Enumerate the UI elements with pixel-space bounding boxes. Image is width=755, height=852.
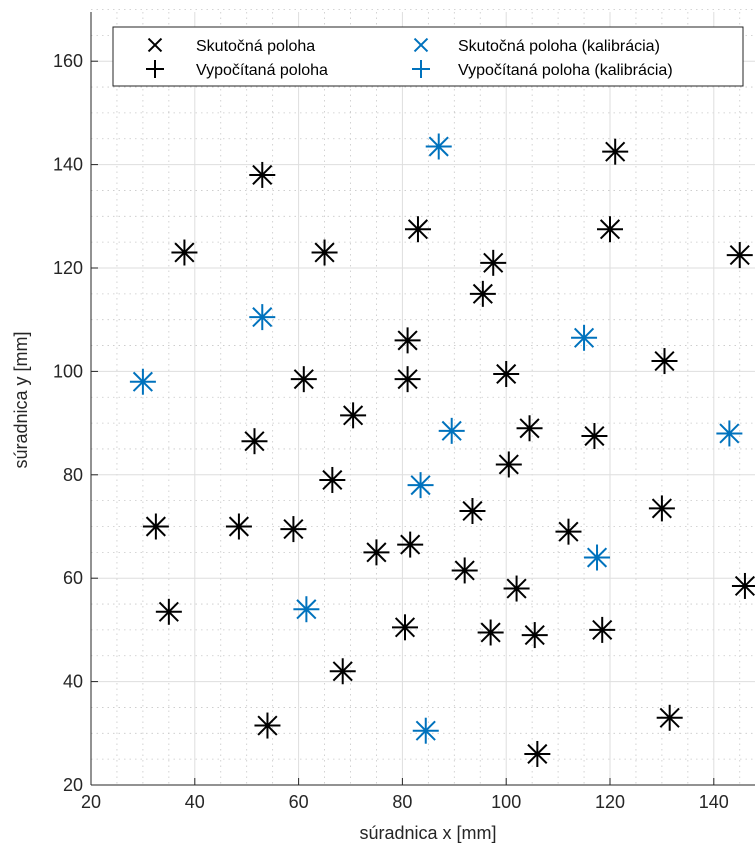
legend-entry: Vypočítaná poloha bbox=[146, 60, 328, 79]
x-axis-label: súradnica x [mm] bbox=[359, 823, 496, 843]
data-point bbox=[524, 740, 551, 767]
x-tick-label: 80 bbox=[392, 792, 412, 812]
data-point bbox=[589, 616, 616, 643]
data-point bbox=[329, 658, 356, 685]
grid bbox=[90, 9, 755, 786]
data-point bbox=[516, 415, 543, 442]
legend-entry: Skutočná poloha bbox=[147, 37, 315, 55]
data-point bbox=[584, 544, 611, 571]
y-tick-label: 20 bbox=[63, 775, 83, 795]
data-point bbox=[597, 216, 623, 243]
data-point bbox=[391, 614, 418, 641]
legend-label: Vypočítaná poloha (kalibrácia) bbox=[458, 62, 673, 79]
data-point bbox=[290, 366, 317, 393]
data-point bbox=[397, 531, 424, 558]
data-point bbox=[503, 575, 530, 602]
data-point bbox=[171, 239, 198, 266]
data-point bbox=[656, 704, 683, 731]
data-point bbox=[254, 712, 281, 739]
data-point bbox=[394, 366, 421, 393]
y-tick-label: 140 bbox=[53, 155, 83, 175]
series-computed-calibration bbox=[129, 133, 743, 744]
data-point bbox=[451, 557, 478, 584]
data-point bbox=[363, 539, 390, 566]
data-point bbox=[493, 360, 520, 387]
series-computed bbox=[142, 138, 755, 767]
x-tick-label: 120 bbox=[595, 792, 625, 812]
x-tick-label: 20 bbox=[81, 792, 101, 812]
series-actual-calibration bbox=[132, 136, 740, 741]
data-point bbox=[521, 622, 548, 649]
data-point bbox=[731, 572, 755, 599]
y-tick-label: 160 bbox=[53, 51, 83, 71]
data-point bbox=[129, 368, 156, 395]
y-tick-label: 80 bbox=[63, 465, 83, 485]
data-point bbox=[726, 242, 753, 269]
data-point bbox=[225, 513, 252, 540]
data-point bbox=[495, 451, 522, 478]
data-point bbox=[602, 138, 629, 165]
data-point bbox=[571, 324, 598, 351]
legend-marker bbox=[147, 37, 163, 53]
y-tick-label: 120 bbox=[53, 258, 83, 278]
data-point bbox=[293, 596, 320, 623]
data-point bbox=[340, 402, 367, 429]
data-point bbox=[249, 161, 276, 188]
data-point bbox=[241, 428, 268, 455]
y-tick-label: 60 bbox=[63, 568, 83, 588]
data-point bbox=[319, 466, 346, 493]
data-point bbox=[425, 133, 452, 160]
data-point bbox=[280, 516, 307, 543]
data-point bbox=[311, 239, 338, 266]
x-tick-label: 100 bbox=[491, 792, 521, 812]
series-actual bbox=[145, 141, 755, 765]
legend-label: Skutočná poloha bbox=[196, 38, 315, 55]
data-point bbox=[581, 423, 608, 450]
y-tick-label: 100 bbox=[53, 361, 83, 381]
legend-entry: Vypočítaná poloha (kalibrácia) bbox=[412, 60, 673, 79]
x-tick-label: 140 bbox=[699, 792, 729, 812]
legend-label: Skutočná poloha (kalibrácia) bbox=[458, 38, 660, 55]
axes: 20 40 60 80 100 120 140 20 40 60 80 100 120 140 160 bbox=[53, 12, 755, 812]
data-point bbox=[469, 280, 496, 307]
data-point bbox=[438, 417, 465, 444]
legend-marker bbox=[413, 37, 429, 53]
data-point bbox=[716, 420, 743, 447]
data-point bbox=[459, 497, 486, 524]
data-point bbox=[477, 619, 504, 646]
y-axis-label: súradnica y [mm] bbox=[11, 331, 31, 468]
legend: Skutočná poloha Vypočítaná poloha Skutočná… bbox=[112, 26, 744, 87]
data-point bbox=[249, 304, 276, 331]
data-point bbox=[155, 598, 182, 625]
legend-entry: Skutočná poloha (kalibrácia) bbox=[413, 37, 660, 55]
data-point bbox=[480, 249, 507, 276]
legend-label: Vypočítaná poloha bbox=[196, 62, 328, 79]
data-point bbox=[404, 216, 431, 243]
x-tick-label: 60 bbox=[289, 792, 309, 812]
data-point bbox=[394, 327, 421, 354]
data-point bbox=[142, 513, 169, 540]
legend-box bbox=[112, 26, 744, 87]
x-tick-label: 40 bbox=[185, 792, 205, 812]
data-point bbox=[651, 348, 678, 375]
data-point bbox=[555, 518, 582, 545]
data-point bbox=[412, 717, 439, 744]
y-tick-label: 40 bbox=[63, 672, 83, 692]
data-point bbox=[407, 472, 434, 499]
data-point bbox=[648, 495, 675, 522]
data-points bbox=[129, 133, 755, 767]
